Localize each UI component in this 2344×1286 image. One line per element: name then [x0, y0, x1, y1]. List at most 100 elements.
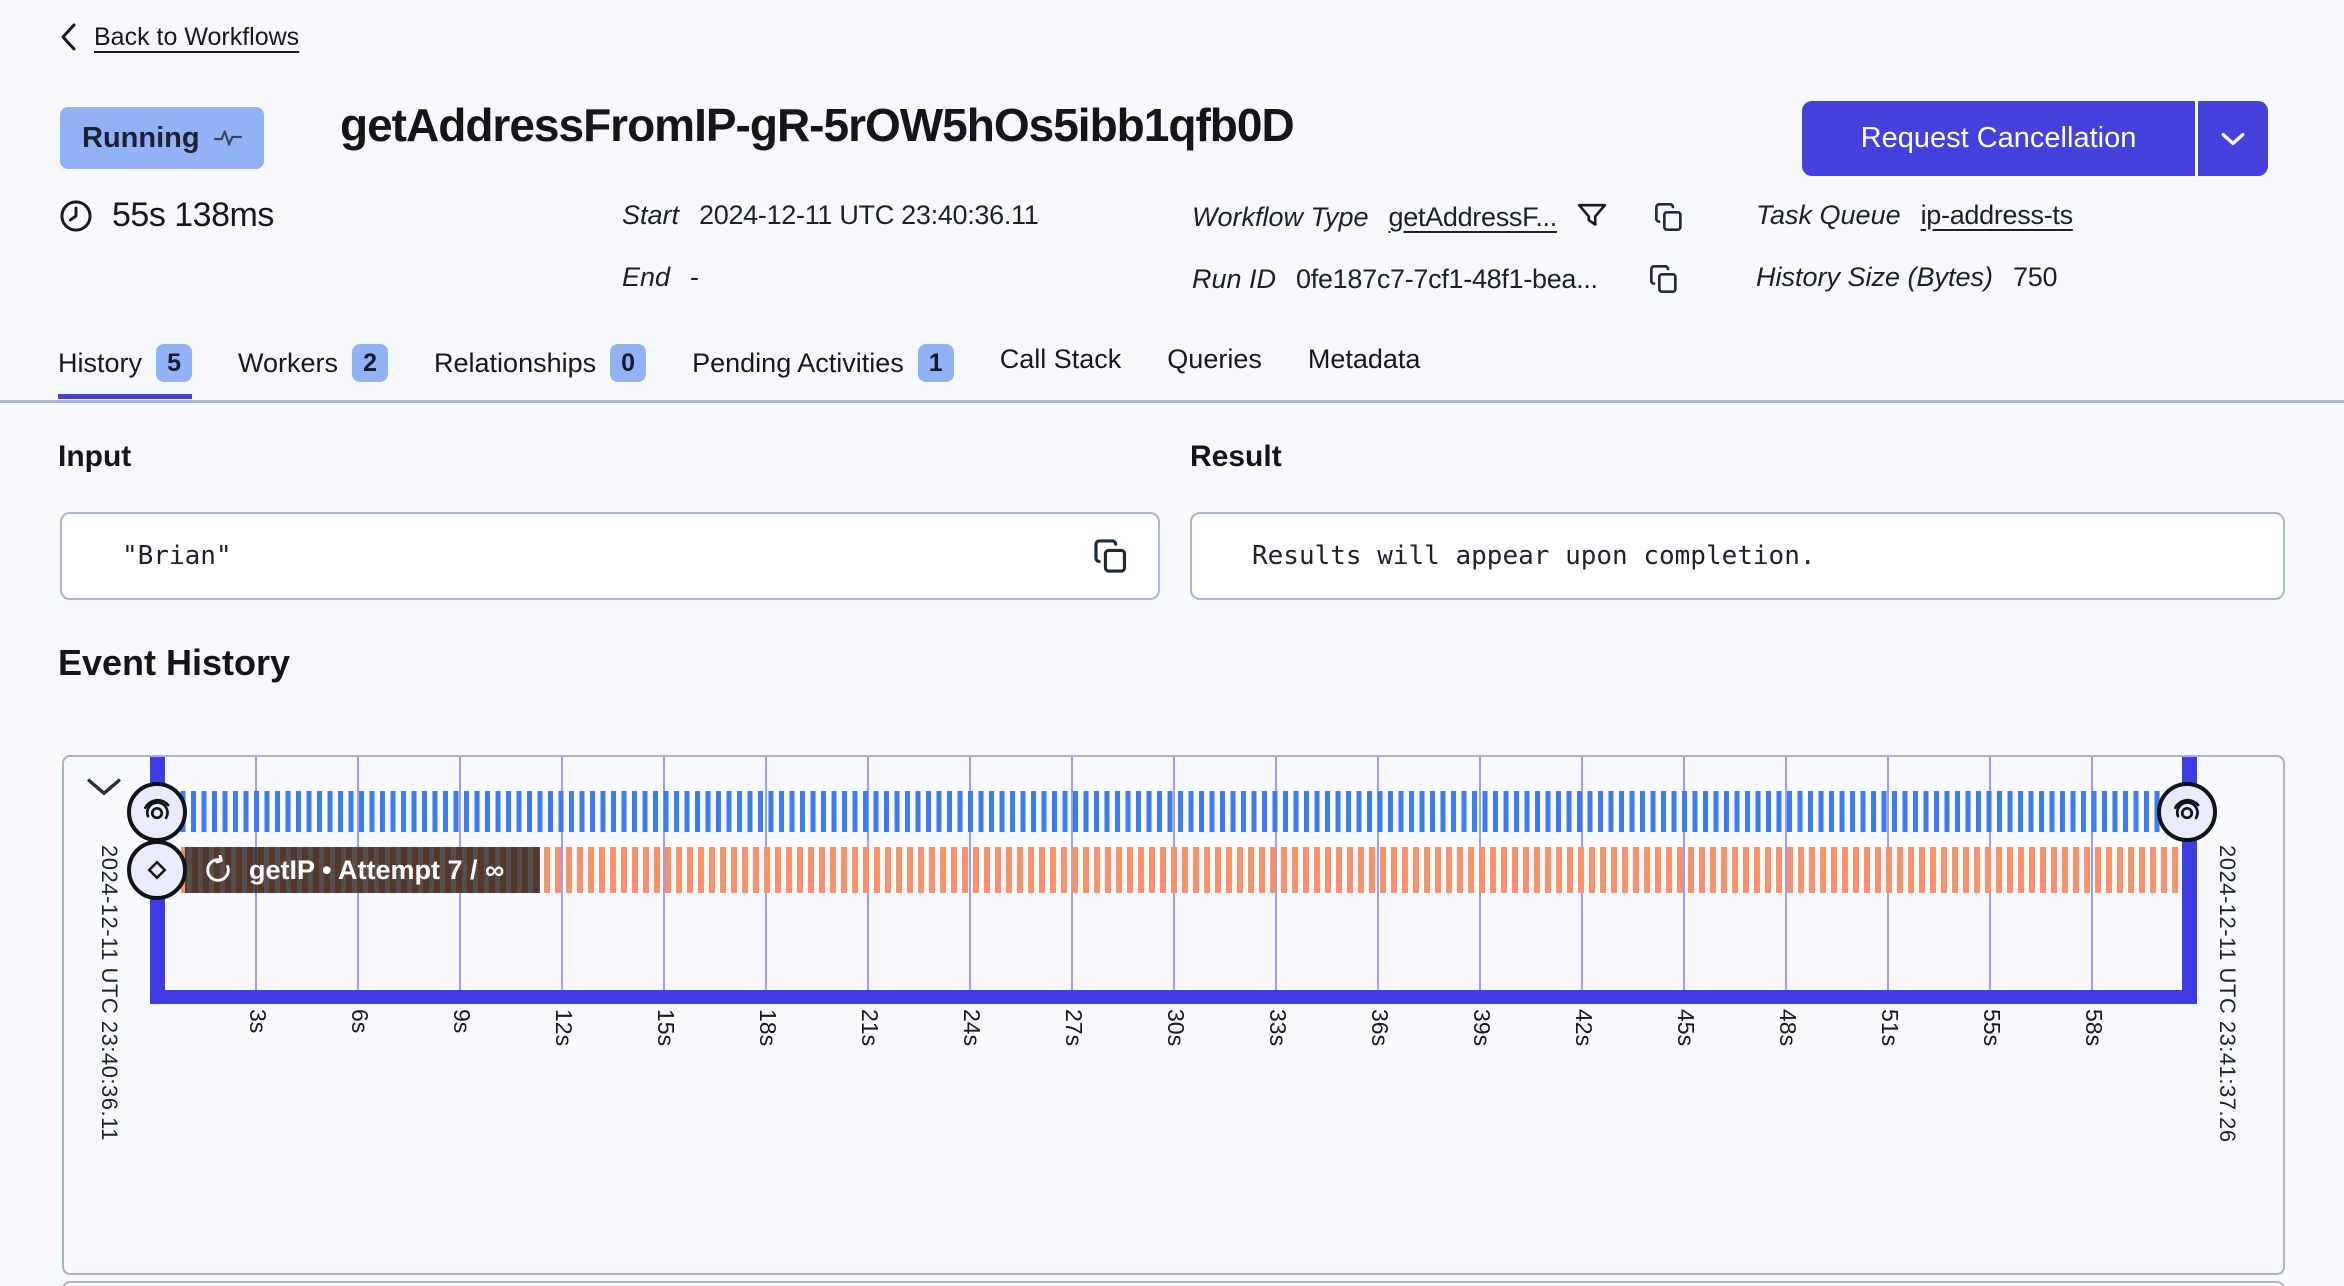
tab-count-badge: 5 — [156, 344, 193, 382]
tab-count-badge: 1 — [917, 344, 954, 382]
tab-queries[interactable]: Queries — [1167, 344, 1262, 387]
tick-label: 48s — [1775, 1009, 1801, 1047]
tab-metadata[interactable]: Metadata — [1308, 344, 1421, 387]
result-section-title: Result — [1190, 440, 1282, 473]
timeline-collapse-button[interactable] — [86, 777, 122, 804]
funnel-icon — [1577, 203, 1607, 226]
run-id-copy-button[interactable] — [1648, 262, 1680, 296]
start-label: Start — [622, 200, 680, 230]
task-queue-label: Task Queue — [1756, 200, 1901, 230]
tick-label: 33s — [1265, 1009, 1291, 1047]
tick-label: 58s — [2081, 1009, 2107, 1047]
chevron-down-icon — [87, 778, 121, 795]
event-history-title: Event History — [58, 642, 291, 683]
copy-icon — [1094, 539, 1127, 573]
tick-label: 42s — [1571, 1009, 1597, 1047]
tick-label: 27s — [1061, 1009, 1087, 1047]
retry-icon — [206, 855, 230, 882]
activity-label: getIP • Attempt 7 / ∞ — [249, 854, 505, 885]
copy-icon — [1654, 203, 1682, 231]
history-size-label: History Size (Bytes) — [1756, 262, 1994, 292]
tick-label: 30s — [1163, 1009, 1189, 1047]
tick-label: 55s — [1979, 1009, 2005, 1047]
workflow-end-marker[interactable] — [2157, 782, 2217, 842]
heartbeat-icon — [213, 130, 242, 146]
workflow-type-filter-button[interactable] — [1577, 203, 1607, 231]
back-link[interactable]: Back to Workflows — [58, 22, 299, 52]
tab-label: Workers — [238, 347, 339, 378]
tick-label: 6s — [347, 1009, 373, 1034]
tick-label: 9s — [449, 1009, 475, 1034]
tick-label: 12s — [551, 1009, 577, 1047]
result-box: Results will appear upon completion. — [1190, 512, 2285, 600]
history-size-value: 750 — [2013, 262, 2058, 292]
swirl-icon — [143, 798, 170, 820]
input-copy-button[interactable] — [1092, 536, 1130, 576]
workflow-type-link[interactable]: getAddressF... — [1388, 201, 1558, 232]
tab-count-badge: 2 — [352, 344, 389, 382]
tick-label: 39s — [1469, 1009, 1495, 1047]
swirl-icon — [2173, 798, 2200, 820]
tabs-divider — [0, 400, 2344, 403]
workflow-execution-bar[interactable] — [170, 791, 2162, 832]
detail-tabs: History 5 Workers 2 Relationships 0 Pend… — [58, 344, 1420, 399]
tab-relationships[interactable]: Relationships 0 — [434, 344, 647, 394]
request-cancellation-split-button: Request Cancellation — [1802, 101, 2268, 176]
tab-history[interactable]: History 5 — [58, 344, 193, 399]
tick-label: 24s — [959, 1009, 985, 1047]
tick-label: 36s — [1367, 1009, 1393, 1047]
tick-label: 21s — [857, 1009, 883, 1047]
tab-count-badge: 0 — [610, 344, 647, 382]
workflow-type-row: Workflow Type getAddressF... — [1192, 200, 1685, 234]
copy-icon — [1649, 265, 1677, 293]
cancellation-menu-button[interactable] — [2195, 101, 2268, 176]
request-cancellation-button[interactable]: Request Cancellation — [1802, 101, 2195, 176]
timeline-end-timestamp: 2024-12-11 UTC 23:41:37.26 — [2215, 845, 2240, 1143]
task-queue-row: Task Queue ip-address-ts — [1756, 200, 2073, 231]
timeline-axis-bar — [150, 990, 2197, 1004]
tab-label: Call Stack — [999, 344, 1122, 374]
activity-label-chip[interactable]: getIP • Attempt 7 / ∞ — [185, 847, 540, 893]
tab-call-stack[interactable]: Call Stack — [1000, 344, 1122, 387]
tick-label: 45s — [1673, 1009, 1699, 1047]
tick-label: 18s — [755, 1009, 781, 1047]
workflow-type-copy-button[interactable] — [1653, 200, 1685, 234]
input-value: "Brian" — [122, 541, 232, 571]
input-section-title: Input — [58, 440, 132, 473]
status-badge: Running — [60, 107, 264, 169]
run-id-value: 0fe187c7-7cf1-48f1-bea... — [1296, 263, 1598, 294]
start-time-row: Start 2024-12-11 UTC 23:40:36.11 — [622, 200, 1039, 231]
tab-pending-activities[interactable]: Pending Activities 1 — [692, 344, 954, 394]
page-title: getAddressFromIP-gR-5rOW5hOs5ibb1qfb0D — [340, 99, 1295, 151]
tab-label: Metadata — [1307, 344, 1421, 374]
timeline-start-timestamp: 2024-12-11 UTC 23:40:36.11 — [97, 845, 122, 1141]
end-time-row: End - — [622, 262, 699, 293]
workflow-start-marker[interactable] — [127, 782, 187, 842]
tab-label: Relationships — [434, 347, 597, 378]
clock-icon — [60, 199, 92, 232]
input-box: "Brian" — [60, 512, 1160, 600]
tab-label: History — [58, 347, 143, 378]
tick-label: 51s — [1877, 1009, 1903, 1047]
activity-start-marker[interactable] — [127, 840, 187, 900]
next-section-edge — [62, 1281, 2285, 1286]
timeline-card: getIP • Attempt 7 / ∞ 2024-12-11 UTC 23:… — [62, 755, 2285, 1275]
run-id-label: Run ID — [1192, 263, 1277, 294]
tick-label: 3s — [245, 1009, 271, 1034]
result-value: Results will appear upon completion. — [1252, 541, 1816, 571]
chevron-down-icon — [2221, 132, 2245, 145]
end-value: - — [690, 262, 699, 292]
history-size-row: History Size (Bytes) 750 — [1756, 262, 2058, 293]
tab-label: Pending Activities — [692, 347, 904, 378]
tab-workers[interactable]: Workers 2 — [238, 344, 389, 394]
status-badge-label: Running — [82, 121, 200, 154]
start-value: 2024-12-11 UTC 23:40:36.11 — [699, 200, 1039, 230]
diamond-icon — [147, 860, 167, 880]
workflow-type-label: Workflow Type — [1192, 201, 1369, 232]
task-queue-link[interactable]: ip-address-ts — [1920, 200, 2073, 230]
tick-label: 15s — [653, 1009, 679, 1047]
end-label: End — [622, 262, 671, 292]
workflow-duration: 55s 138ms — [58, 196, 274, 235]
back-link-label: Back to Workflows — [94, 22, 300, 51]
chevron-left-icon — [61, 23, 76, 51]
